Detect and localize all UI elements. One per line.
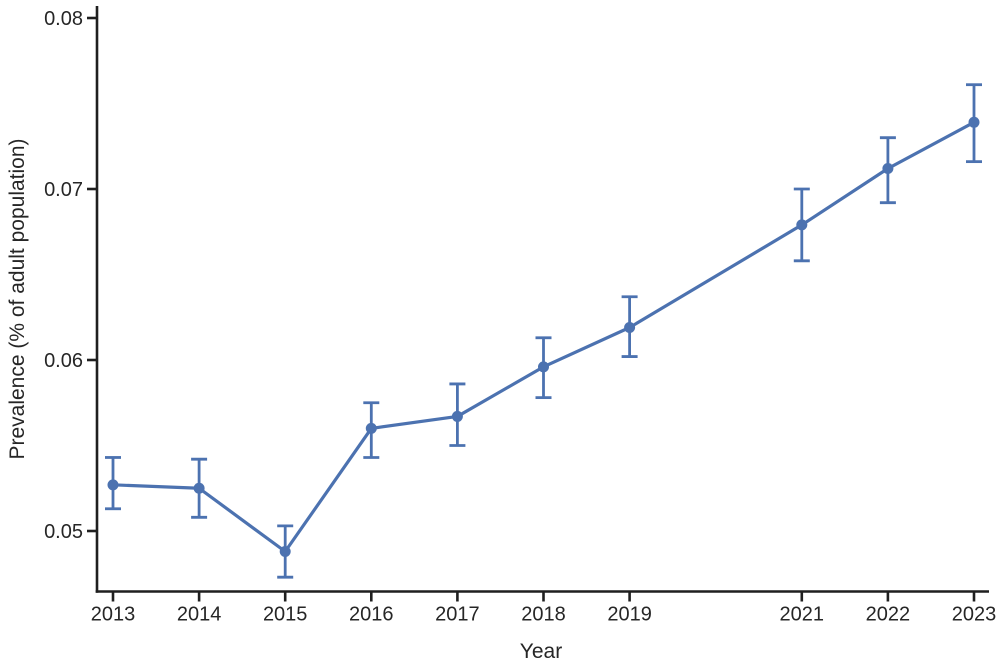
x-tick-label: 2021 (780, 604, 825, 626)
y-axis: 0.05 0.06 0.07 0.08 (44, 6, 99, 593)
series-line-group (111, 120, 976, 554)
y-tick-label: 0.05 (44, 521, 83, 543)
x-tick-label: 2018 (521, 604, 566, 626)
x-tick-label: 2013 (91, 604, 136, 626)
x-tick-label: 2016 (349, 604, 394, 626)
data-points-group (107, 116, 980, 558)
data-point (107, 479, 119, 491)
data-point (451, 410, 463, 422)
x-tick-label: 2022 (866, 604, 911, 626)
x-axis-title: Year (520, 640, 562, 663)
data-point (624, 322, 636, 334)
data-point (968, 116, 980, 128)
y-tick-label: 0.06 (44, 350, 83, 372)
data-point (796, 219, 808, 231)
y-axis-title: Prevalence (% of adult population) (6, 138, 29, 459)
x-tick-label: 2015 (263, 604, 308, 626)
y-tick-label: 0.08 (44, 8, 83, 30)
x-tick-label: 2017 (435, 604, 480, 626)
error-bars-group (105, 83, 982, 579)
x-tick-label: 2019 (607, 604, 652, 626)
y-tick-label: 0.07 (44, 179, 83, 201)
x-tick-label: 2014 (177, 604, 222, 626)
data-point (538, 361, 549, 373)
series-line (111, 120, 976, 554)
data-point (882, 162, 894, 174)
x-axis: 2013 2014 2015 2016 2017 2018 2019 2021 2022 2023 (91, 590, 997, 626)
x-tick-label: 2023 (952, 604, 997, 626)
data-point (365, 422, 377, 434)
data-point (193, 482, 205, 494)
data-point (279, 546, 291, 558)
